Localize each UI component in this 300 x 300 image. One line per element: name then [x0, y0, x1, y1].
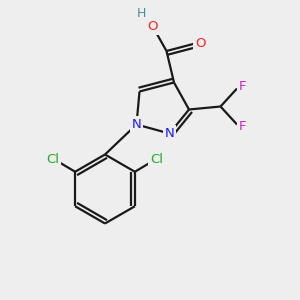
Text: N: N: [165, 127, 174, 140]
Text: F: F: [239, 119, 246, 133]
Text: Cl: Cl: [150, 153, 163, 166]
Text: F: F: [239, 80, 246, 94]
Text: H: H: [137, 7, 146, 20]
Text: N: N: [132, 118, 141, 131]
Text: O: O: [195, 37, 206, 50]
Text: Cl: Cl: [46, 153, 59, 166]
Text: O: O: [147, 20, 158, 33]
